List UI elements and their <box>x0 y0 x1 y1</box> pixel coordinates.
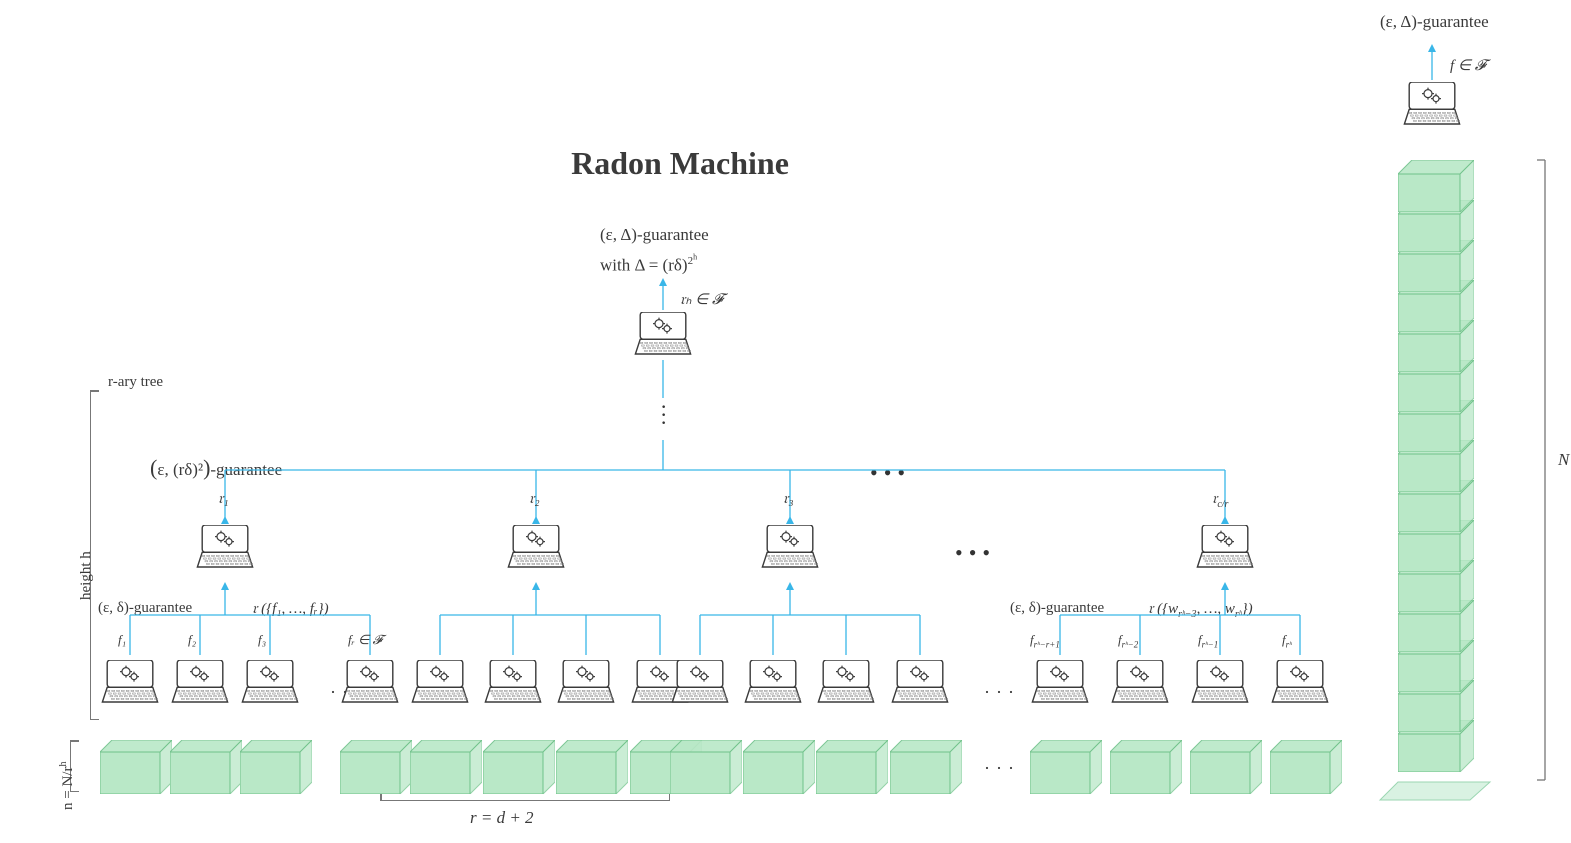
mid-guarantee-text: ε, (rδ)² <box>157 460 203 479</box>
root-laptop <box>633 312 693 361</box>
leaf-laptop <box>1270 660 1330 709</box>
data-cube <box>1110 740 1182 799</box>
top-delta-supsup: h <box>693 252 697 261</box>
leaf-name: frʰ−r+1 <box>1030 632 1060 650</box>
data-cube <box>483 740 555 799</box>
data-cube <box>890 740 962 799</box>
mid-laptop-3 <box>760 525 820 574</box>
radon-left: 𝔯 ({f₁, …, fᵣ}) <box>252 600 329 618</box>
right-N-label: N <box>1558 450 1569 470</box>
n-eq-text: n = N/r <box>60 767 76 810</box>
mid-laptop-1 <box>195 525 255 574</box>
dots-top: ••• <box>870 460 911 486</box>
root-out-label: 𝔯ₕ ∈ 𝓕 <box>680 290 723 309</box>
mid-name-4: 𝔯c/r <box>1212 490 1228 510</box>
leaf-laptop <box>743 660 803 709</box>
leaf-laptop <box>340 660 400 709</box>
leaf-guarantee-right: (ε, δ)-guarantee <box>1010 600 1104 617</box>
mid-name-2: 𝔯₂ <box>529 490 540 508</box>
leaf-laptop <box>240 660 300 709</box>
leaf-name: frʰ <box>1282 632 1292 650</box>
data-cube <box>1030 740 1102 799</box>
data-cube <box>1270 740 1342 799</box>
data-cube <box>556 740 628 799</box>
tree-edges <box>0 0 1571 843</box>
leaf-laptop <box>483 660 543 709</box>
data-cube <box>240 740 312 799</box>
right-laptop <box>1402 82 1462 131</box>
dots-leaf-2: ··· <box>984 682 1020 703</box>
dots-mid: ••• <box>955 540 996 566</box>
leaf-laptop <box>816 660 876 709</box>
leaf-laptop <box>100 660 160 709</box>
data-cube <box>100 740 172 799</box>
vdots-root: ··· <box>660 403 667 427</box>
data-cube <box>670 740 742 799</box>
leaf-laptop <box>670 660 730 709</box>
dots-bottom-1: ··· <box>984 758 1020 779</box>
page-title: Radon Machine <box>480 145 880 182</box>
leaf-guarantee-left: (ε, δ)-guarantee <box>98 600 192 617</box>
leaf-laptop <box>1110 660 1170 709</box>
data-cube <box>410 740 482 799</box>
leaf-name: frʰ−2 <box>1118 632 1138 650</box>
leaf-laptop <box>556 660 616 709</box>
leaf-laptop <box>1030 660 1090 709</box>
r-ary-tree-label: r-ary tree <box>108 374 163 391</box>
n-eq-label: n = N/rh <box>58 762 77 810</box>
mid-laptop-2 <box>506 525 566 574</box>
data-cube <box>170 740 242 799</box>
leaf-laptop <box>410 660 470 709</box>
top-delta: with Δ = (rδ)2h <box>600 252 697 275</box>
r-eq-label: r = d + 2 <box>470 808 534 828</box>
leaf-name: frʰ−1 <box>1198 632 1218 650</box>
stack-base <box>0 0 1571 843</box>
n-eq-sup: h <box>58 762 69 767</box>
mid-name-1: 𝔯₁ <box>218 490 229 508</box>
mid-name-3: 𝔯₃ <box>783 490 794 508</box>
data-cube <box>816 740 888 799</box>
stack-cube <box>1398 160 1474 217</box>
top-guarantee: (ε, Δ)-guarantee <box>600 225 709 245</box>
leaf-name: f₁ <box>118 632 126 648</box>
data-cube <box>1190 740 1262 799</box>
leaf-name: f₃ <box>258 632 266 648</box>
mid-laptop-4 <box>1195 525 1255 574</box>
data-cube <box>743 740 815 799</box>
leaf-laptop <box>1190 660 1250 709</box>
leaf-name: f₂ <box>188 632 196 648</box>
leaf-laptop <box>890 660 950 709</box>
right-top-guarantee: (ε, Δ)-guarantee <box>1380 12 1489 32</box>
radon-right: 𝔯 ({wrʰ−3, …, wrʰ}) <box>1148 600 1253 620</box>
right-out-label: f ∈ 𝓕 <box>1450 56 1486 75</box>
r-eq-brace <box>380 800 670 801</box>
top-delta-text: with Δ = (rδ) <box>600 255 688 274</box>
mid-guarantee: (ε, (rδ)²)-guarantee <box>150 455 282 481</box>
data-cube <box>340 740 412 799</box>
leaf-name: fᵣ ∈ 𝓕 <box>348 632 382 648</box>
leaf-laptop <box>170 660 230 709</box>
height-h-label: height h <box>78 551 95 600</box>
